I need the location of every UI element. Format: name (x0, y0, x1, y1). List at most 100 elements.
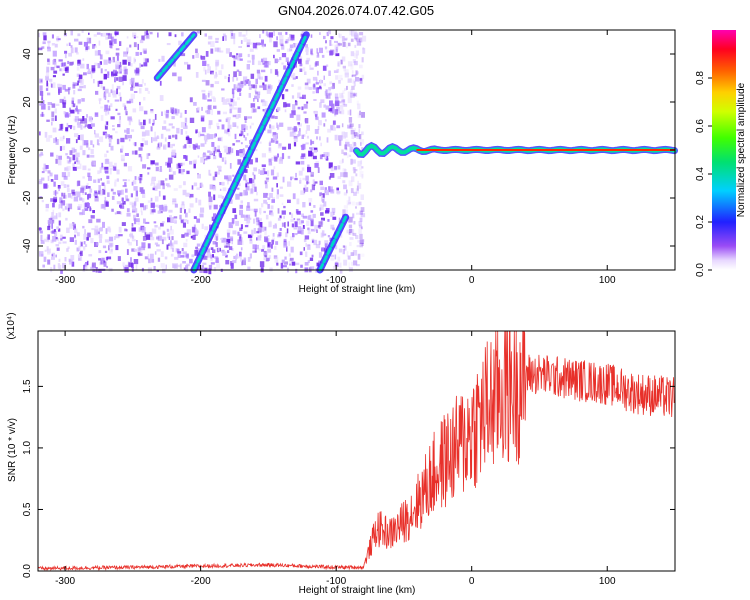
noise-speck (97, 50, 101, 56)
noise-speck (200, 157, 205, 163)
noise-speck (357, 160, 362, 167)
noise-speck (148, 258, 151, 264)
noise-speck (233, 55, 238, 60)
noise-speck (94, 196, 99, 202)
noise-speck (170, 225, 172, 231)
noise-speck (327, 128, 332, 133)
noise-speck (140, 208, 143, 213)
noise-speck (52, 236, 57, 242)
noise-speck (150, 110, 154, 114)
noise-speck (353, 260, 358, 266)
noise-speck (350, 188, 354, 194)
noise-speck (319, 180, 323, 186)
noise-speck (236, 69, 240, 72)
noise-speck (146, 234, 151, 240)
noise-speck (143, 110, 148, 115)
noise-speck (208, 169, 211, 176)
noise-speck (41, 171, 45, 174)
x-tick-label: -100 (326, 576, 346, 587)
noise-speck (245, 179, 248, 184)
noise-speck (355, 70, 358, 76)
noise-speck (84, 202, 89, 208)
noise-speck (267, 61, 271, 66)
noise-speck (332, 127, 336, 131)
noise-speck (186, 263, 190, 267)
noise-speck (196, 30, 202, 34)
noise-speck (170, 240, 172, 245)
noise-speck (43, 35, 47, 41)
noise-speck (61, 192, 63, 197)
noise-speck (64, 88, 69, 92)
noise-speck (340, 78, 343, 81)
noise-speck (166, 244, 169, 250)
noise-speck (230, 237, 234, 242)
noise-speck (144, 232, 147, 237)
noise-speck (348, 42, 351, 47)
noise-speck (240, 257, 243, 262)
noise-speck (262, 245, 266, 250)
noise-speck (56, 38, 61, 41)
noise-speck (309, 64, 312, 70)
noise-speck (311, 140, 315, 145)
noise-speck (232, 208, 237, 213)
noise-speck (76, 73, 80, 77)
noise-speck (45, 88, 49, 91)
noise-speck (313, 99, 317, 101)
noise-speck (98, 250, 102, 254)
noise-speck (114, 181, 117, 187)
noise-speck (337, 190, 340, 195)
noise-speck (63, 111, 66, 115)
noise-speck (91, 65, 96, 71)
noise-speck (359, 217, 363, 222)
noise-speck (285, 31, 288, 35)
noise-speck (222, 187, 227, 192)
noise-speck (186, 170, 190, 175)
noise-speck (74, 118, 77, 123)
noise-speck (314, 129, 319, 134)
noise-speck (292, 77, 296, 80)
noise-speck (149, 236, 155, 241)
noise-speck (347, 78, 352, 83)
noise-speck (104, 124, 108, 130)
noise-speck (340, 59, 343, 62)
noise-speck (361, 174, 364, 179)
noise-speck (131, 267, 134, 272)
noise-speck (47, 42, 50, 47)
noise-speck (135, 82, 139, 87)
noise-speck (199, 213, 204, 218)
noise-speck (58, 159, 62, 166)
noise-speck (211, 72, 214, 75)
noise-speck (238, 32, 242, 37)
noise-speck (168, 32, 172, 37)
noise-speck (316, 136, 318, 140)
noise-speck (104, 167, 109, 173)
noise-speck (341, 92, 343, 98)
noise-speck (248, 93, 251, 98)
noise-speck (40, 240, 45, 244)
noise-speck (351, 70, 354, 74)
noise-speck (343, 205, 348, 209)
noise-speck (151, 258, 155, 263)
noise-speck (162, 195, 166, 200)
noise-speck (235, 193, 240, 200)
noise-speck (131, 150, 135, 155)
noise-speck (101, 257, 105, 261)
noise-speck (346, 189, 348, 194)
noise-speck (334, 114, 337, 117)
noise-speck (300, 264, 303, 268)
noise-speck (347, 61, 353, 67)
noise-speck (126, 36, 129, 39)
noise-speck (269, 140, 272, 143)
noise-speck (194, 249, 199, 256)
noise-speck (100, 68, 103, 74)
noise-speck (173, 219, 177, 223)
noise-speck (204, 140, 207, 145)
noise-speck (238, 183, 241, 186)
noise-speck (246, 39, 251, 45)
noise-speck (54, 62, 57, 68)
noise-speck (54, 229, 56, 232)
noise-speck (41, 177, 45, 181)
noise-speck (268, 147, 271, 151)
noise-speck (112, 69, 117, 75)
noise-speck (156, 146, 161, 150)
